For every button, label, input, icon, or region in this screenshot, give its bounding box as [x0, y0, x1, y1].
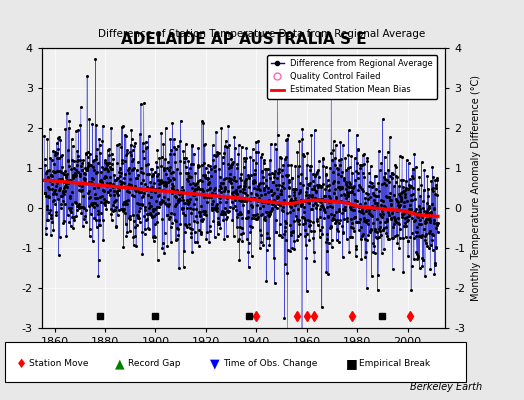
Y-axis label: Monthly Temperature Anomaly Difference (°C): Monthly Temperature Anomaly Difference (…: [471, 75, 481, 301]
Text: Time of Obs. Change: Time of Obs. Change: [223, 360, 317, 368]
Text: Difference of Station Temperature Data from Regional Average: Difference of Station Temperature Data f…: [99, 29, 425, 39]
Text: ♦: ♦: [16, 358, 27, 370]
Text: ■: ■: [346, 358, 357, 370]
Legend: Difference from Regional Average, Quality Control Failed, Estimated Station Mean: Difference from Regional Average, Qualit…: [267, 55, 437, 99]
Text: Berkeley Earth: Berkeley Earth: [410, 382, 482, 392]
Text: Empirical Break: Empirical Break: [359, 360, 430, 368]
Text: ▼: ▼: [210, 358, 219, 370]
Title: ADELAIDE AP AUSTRALIA S E: ADELAIDE AP AUSTRALIA S E: [121, 32, 366, 47]
Text: Record Gap: Record Gap: [128, 360, 181, 368]
Text: ▲: ▲: [115, 358, 125, 370]
Text: Station Move: Station Move: [29, 360, 89, 368]
